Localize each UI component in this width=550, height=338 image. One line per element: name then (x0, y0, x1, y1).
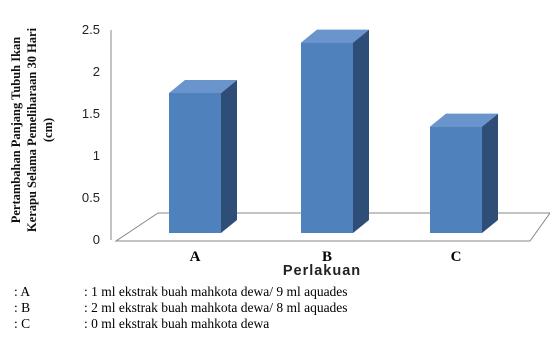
x-category-label: A (190, 249, 201, 265)
y-axis-title-line-1: Pertambahan Panjang Tubuh Ikan (9, 37, 23, 224)
bar-front-face (430, 126, 482, 233)
y-tick-label: 0.5 (82, 190, 100, 205)
x-category-label: B (322, 249, 332, 265)
chart: Pertambahan Panjang Tubuh Ikan Kerapu Se… (9, 22, 550, 279)
legend-text: : 1 ml ekstrak buah mahkota dewa/ 9 ml a… (84, 284, 348, 299)
bar-a (169, 80, 237, 233)
y-axis-title-line-3: (cm) (41, 118, 55, 142)
y-tick-label: 0 (93, 232, 100, 247)
bar-chart-svg: Pertambahan Panjang Tubuh Ikan Kerapu Se… (9, 22, 550, 279)
bar-side-face (482, 113, 498, 233)
chart-floor (114, 212, 550, 242)
y-tick-label: 1.5 (82, 106, 100, 121)
bar-front-face (169, 93, 221, 233)
bar-c (430, 113, 498, 233)
legend-text: : 0 ml ekstrak buah mahkota dewa (84, 316, 270, 331)
x-category-label: C (451, 249, 462, 265)
bar-front-face (301, 42, 353, 233)
bar-b (301, 29, 369, 233)
y-tick-label: 1 (93, 148, 100, 163)
bar-top-face (169, 80, 237, 93)
y-tick-label: 2.5 (82, 22, 100, 37)
legend-text: : 2 ml ekstrak buah mahkota dewa/ 8 ml a… (84, 300, 348, 315)
legend-row-a: : A : 1 ml ekstrak buah mahkota dewa/ 9 m… (14, 284, 348, 300)
treatment-legend: : A : 1 ml ekstrak buah mahkota dewa/ 9 m… (14, 284, 348, 332)
legend-row-b: : B : 2 ml ekstrak buah mahkota dewa/ 8 m… (14, 300, 348, 316)
legend-key: : B (14, 300, 31, 315)
legend-key: : A (14, 284, 31, 299)
bar-side-face (353, 29, 369, 233)
legend-row-c: : C : 0 ml ekstrak buah mahkota dewa (14, 316, 348, 332)
bar-side-face (221, 80, 237, 233)
legend-key: : C (14, 316, 31, 331)
x-axis-title: Perlakuan (283, 263, 361, 279)
bar-top-face (430, 113, 498, 127)
y-axis-title-line-2: Kerapu Selama Pemeliharaan 30 Hari (25, 27, 39, 232)
bar-top-face (301, 29, 369, 43)
y-tick-label: 2 (93, 64, 100, 79)
